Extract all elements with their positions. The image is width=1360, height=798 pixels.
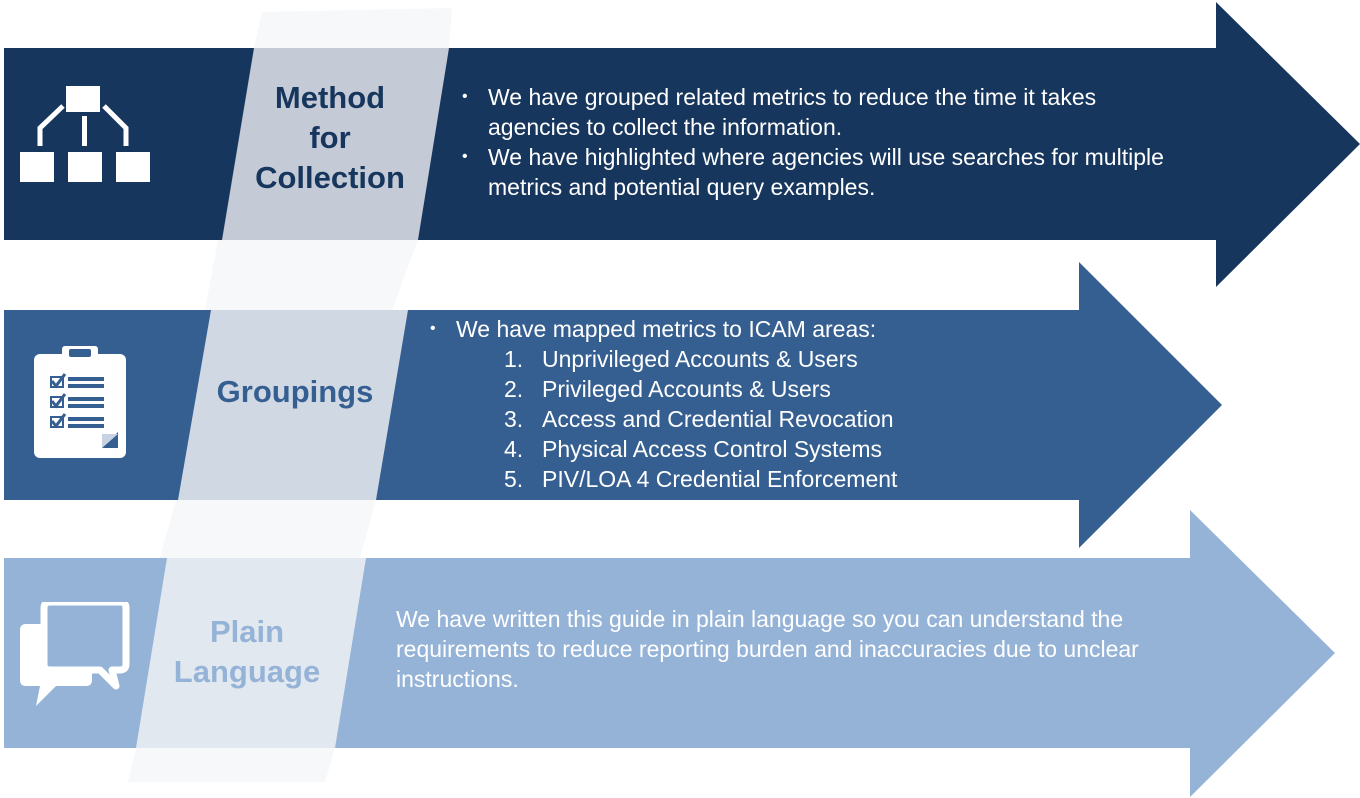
diagonal-band-top (254, 8, 452, 48)
groupings-content: We have mapped metrics to ICAM areas: 1.… (428, 314, 1068, 494)
numbered-item: 5. PIV/LOA 4 Credential Enforcement (504, 464, 1068, 494)
label-line: Method (274, 80, 386, 115)
label-line: Collection (255, 160, 405, 195)
label-line: Plain (209, 614, 285, 649)
item-text: Access and Credential Revocation (542, 406, 894, 432)
item-text: Physical Access Control Systems (542, 436, 883, 462)
diagonal-band-gap-2 (160, 500, 376, 558)
hierarchy-icon (20, 86, 150, 182)
numbered-item: 4. Physical Access Control Systems (504, 434, 1068, 464)
label-groupings: Groupings (195, 372, 395, 412)
numbered-item: 3. Access and Credential Revocation (504, 404, 1068, 434)
item-number: 5. (504, 466, 524, 492)
label-line: Language (173, 654, 321, 689)
label-line: for (309, 120, 351, 155)
diagonal-band-bottom (128, 748, 335, 782)
numbered-item: 2. Privileged Accounts & Users (504, 374, 1068, 404)
bullet-item: We have grouped related metrics to reduc… (460, 82, 1180, 142)
diagonal-band-row1 (222, 48, 449, 240)
item-number: 1. (504, 346, 524, 372)
item-text: Privileged Accounts & Users (542, 376, 831, 402)
diagonal-band-row3 (136, 558, 366, 748)
bullet-item: We have mapped metrics to ICAM areas: (428, 314, 1068, 344)
speech-bubbles-icon (20, 602, 130, 706)
method-bullet-list: We have grouped related metrics to reduc… (460, 82, 1180, 202)
groupings-bullet-list: We have mapped metrics to ICAM areas: (428, 314, 1068, 344)
item-number: 4. (504, 436, 524, 462)
bullet-item: We have highlighted where agencies will … (460, 142, 1180, 202)
numbered-item: 1. Unprivileged Accounts & Users (504, 344, 1068, 374)
icam-areas-list: 1. Unprivileged Accounts & Users 2. Privil… (428, 344, 1068, 494)
item-text: PIV/LOA 4 Credential Enforcement (542, 466, 898, 492)
diagonal-band-row2 (178, 310, 408, 500)
item-number: 3. (504, 406, 524, 432)
plain-language-text: We have written this guide in plain lang… (396, 606, 1139, 692)
label-line: Groupings (216, 374, 374, 409)
item-number: 2. (504, 376, 524, 402)
item-text: Unprivileged Accounts & Users (542, 346, 858, 372)
diagonal-band-gap-1 (205, 240, 418, 310)
label-method-for-collection: Method for Collection (230, 78, 430, 198)
clipboard-checklist-icon (34, 346, 126, 458)
label-plain-language: Plain Language (147, 612, 347, 692)
